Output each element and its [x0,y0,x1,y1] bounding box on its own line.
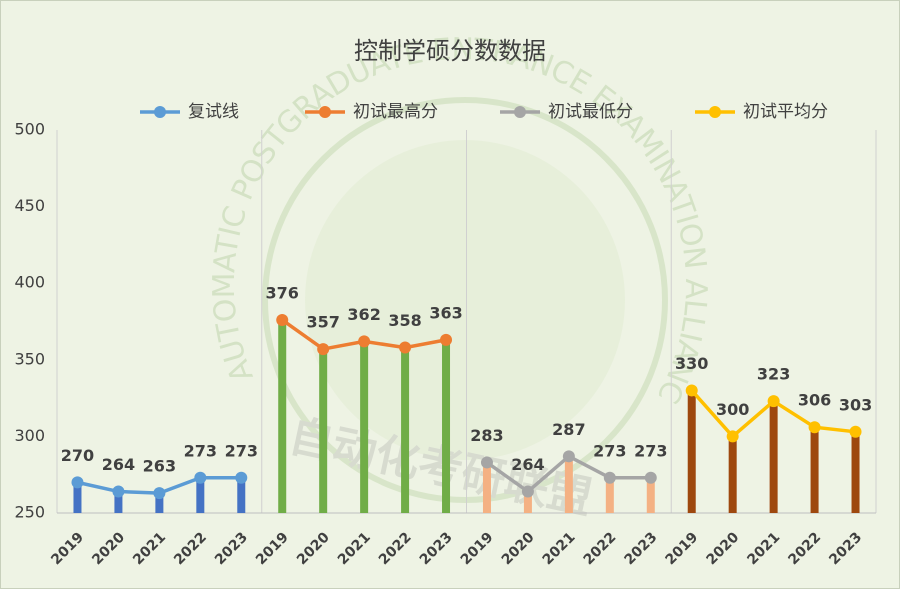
bar [851,431,860,513]
point [276,313,289,326]
chart-title: 控制学硕分数数据 [354,37,546,65]
point [808,421,821,434]
legend-marker [319,106,331,118]
data-label: 270 [61,446,94,465]
bar [769,401,778,513]
data-label: 287 [552,420,585,439]
data-label: 362 [347,305,380,324]
data-label: 273 [593,441,626,460]
data-label: 264 [102,455,135,474]
point [480,456,493,469]
bar [155,493,164,513]
bar [73,482,82,513]
data-label: 263 [143,457,176,476]
legend-label: 初试最高分 [353,102,438,122]
data-label: 363 [429,303,462,322]
bar [687,390,696,513]
bar [401,347,410,513]
legend-label: 复试线 [188,102,239,122]
bar [523,491,532,513]
bar [605,477,614,513]
data-label: 300 [716,400,749,419]
point [112,485,125,498]
data-label: 330 [675,354,708,373]
data-label: 273 [225,441,258,460]
point [440,333,453,346]
point [153,487,166,500]
bar [237,477,246,513]
bar [360,341,369,513]
point [767,395,780,408]
point [358,335,371,348]
point [317,343,330,356]
y-tick-label: 400 [14,273,45,292]
point [235,471,248,484]
data-label: 323 [757,365,790,384]
legend-label: 初试平均分 [743,102,828,122]
legend-marker [154,106,166,118]
data-label: 376 [266,283,299,302]
data-label: 264 [511,455,544,474]
bar [196,477,205,513]
bar [564,456,573,513]
bar [278,319,287,513]
bar [319,349,328,513]
bar [442,339,451,513]
bar [810,427,819,513]
y-tick-label: 350 [14,349,45,368]
point [603,471,616,484]
point [521,485,534,498]
data-label: 273 [184,441,217,460]
data-label: 357 [306,313,339,332]
data-label: 306 [798,391,831,410]
legend-label: 初试最低分 [548,102,633,122]
point [685,384,698,397]
data-label: 283 [470,426,503,445]
bar [646,477,655,513]
bar [114,491,123,513]
bar [482,462,491,513]
bar [728,436,737,513]
data-label: 273 [634,441,667,460]
point [562,450,575,463]
y-tick-label: 300 [14,426,45,445]
point [399,341,412,354]
y-tick-label: 500 [14,120,45,139]
legend-marker [709,106,721,118]
data-label: 358 [388,311,421,330]
data-label: 303 [839,395,872,414]
watermark-disc [305,140,625,460]
y-tick-label: 250 [14,503,45,522]
point [726,430,739,443]
point [644,471,657,484]
legend-marker [514,106,526,118]
watermark-circle [262,97,668,503]
y-tick-label: 450 [14,196,45,215]
point [71,476,84,489]
point [194,471,207,484]
point [849,425,862,438]
